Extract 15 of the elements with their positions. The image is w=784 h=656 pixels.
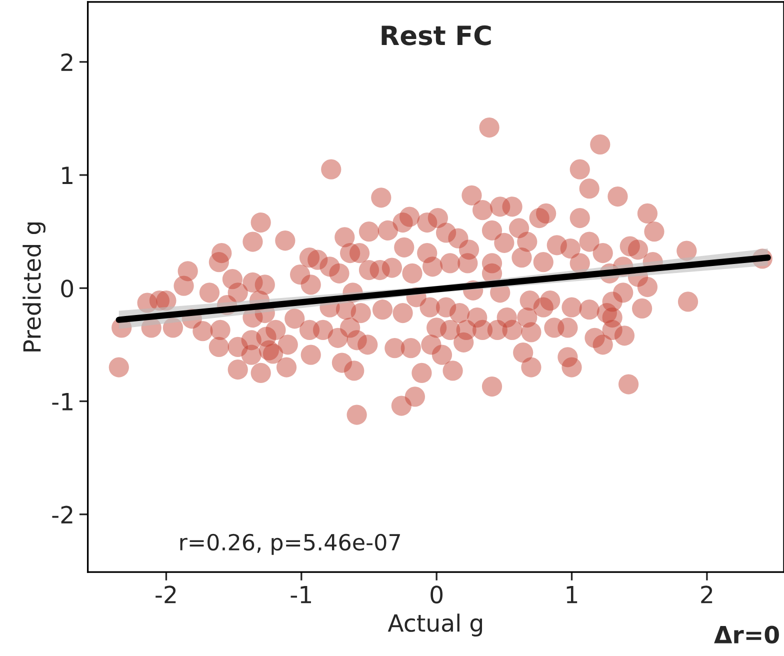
x-tick-label: -2 — [156, 586, 176, 604]
y-tick-label: 2 — [61, 53, 72, 71]
x-tick-label: 2 — [701, 586, 712, 604]
y-tick-label: -1 — [52, 392, 72, 410]
y-tick-label: 1 — [62, 166, 72, 184]
x-axis-title: Actual g — [388, 614, 482, 636]
y-tick-label: 0 — [61, 280, 74, 298]
y-tick-label: -2 — [52, 506, 72, 524]
y-axis-title: Predicted g — [22, 222, 46, 352]
x-tick-label: 0 — [430, 586, 443, 604]
text: Rest FC — [382, 25, 491, 46]
text: Δr=0 — [714, 626, 779, 644]
x-tick-label: -1 — [290, 586, 311, 604]
annotation: r=0.26, p=5.46e-07 — [180, 534, 400, 555]
x-tick-label: 1 — [566, 586, 578, 604]
